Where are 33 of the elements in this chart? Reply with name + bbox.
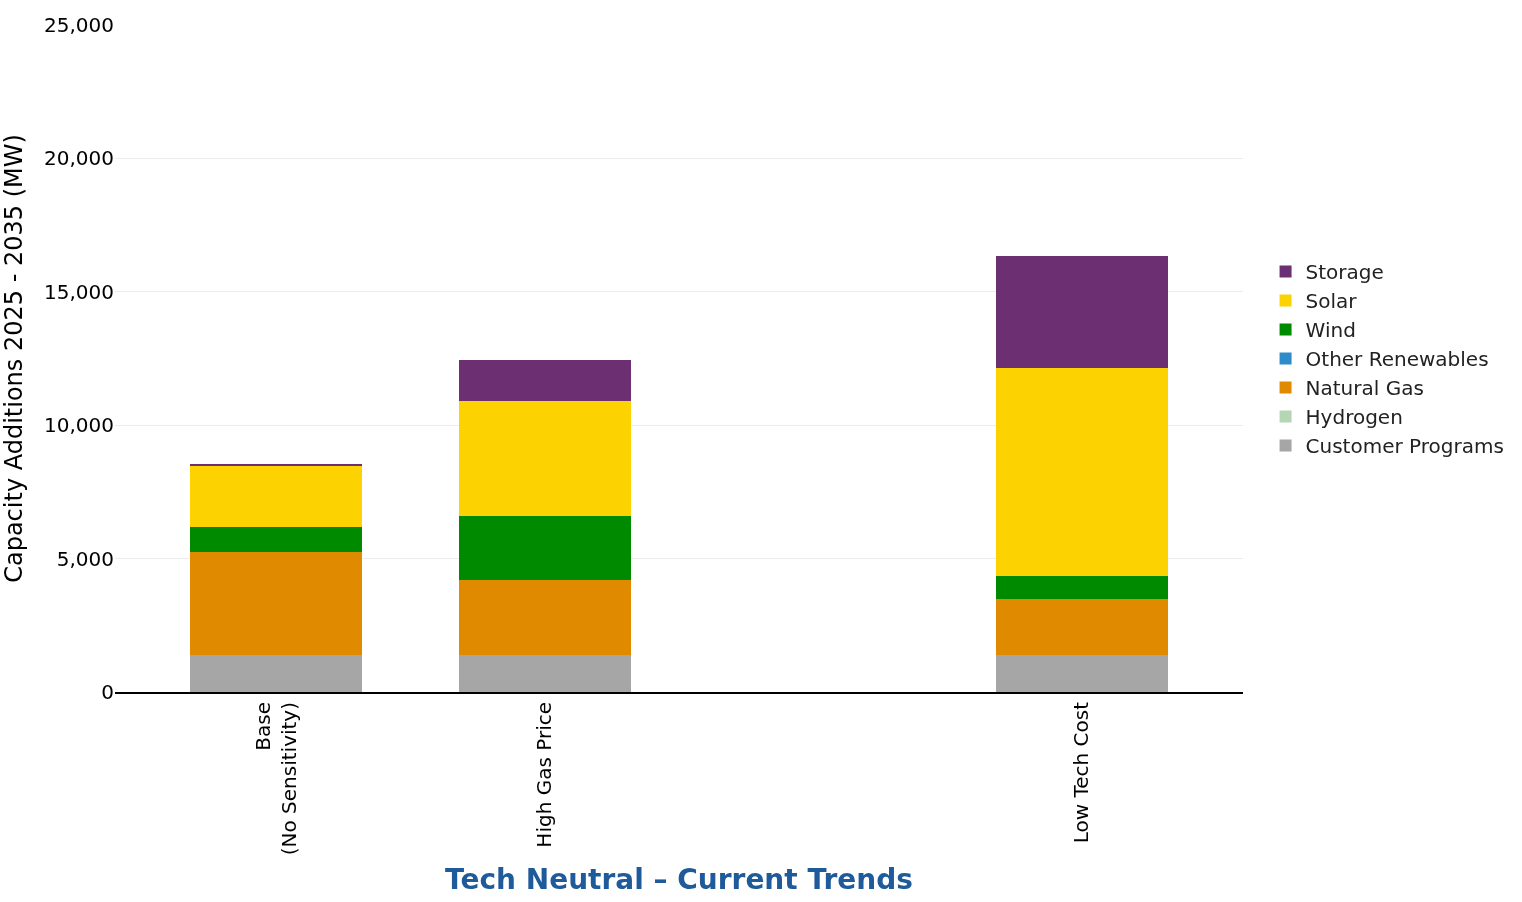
x-axis-title: Tech Neutral – Current Trends (445, 862, 913, 896)
y-tick-label: 20,000 (44, 146, 114, 171)
bar (995, 575, 1168, 600)
legend-label: Natural Gas (1305, 376, 1424, 401)
bar (458, 579, 631, 655)
legend-label: Hydrogen (1305, 405, 1403, 430)
bar (458, 654, 631, 692)
bar (190, 463, 363, 466)
y-tick-label: 0 (101, 680, 114, 704)
y-tick-label: 5,000 (56, 546, 114, 571)
bar (458, 401, 631, 517)
bar (995, 599, 1168, 655)
bar (458, 516, 631, 580)
legend-label: Wind (1305, 318, 1356, 343)
bar (190, 654, 363, 692)
y-tick-label: 10,000 (44, 413, 114, 438)
y-axis-title: Capacity Additions 2025 - 2035 (MW) (0, 134, 28, 583)
bar (190, 465, 363, 528)
legend-label: Customer Programs (1305, 434, 1504, 459)
x-tick-label: Low Tech Cost (1069, 701, 1094, 844)
x-tick-label: High Gas Price (532, 702, 557, 848)
bar (458, 360, 631, 402)
bar (190, 551, 363, 655)
legend-label: Solar (1305, 289, 1358, 314)
y-tick-label: 25,000 (44, 13, 114, 37)
y-tick-label: 15,000 (44, 279, 114, 304)
legend-label: Other Renewables (1305, 347, 1489, 372)
bar (995, 367, 1168, 576)
bar (995, 654, 1168, 692)
bar (995, 255, 1168, 368)
legend-label: Storage (1305, 260, 1384, 285)
bar (190, 527, 363, 552)
x-tick-label: Base (No Sensitivity) (250, 702, 301, 856)
